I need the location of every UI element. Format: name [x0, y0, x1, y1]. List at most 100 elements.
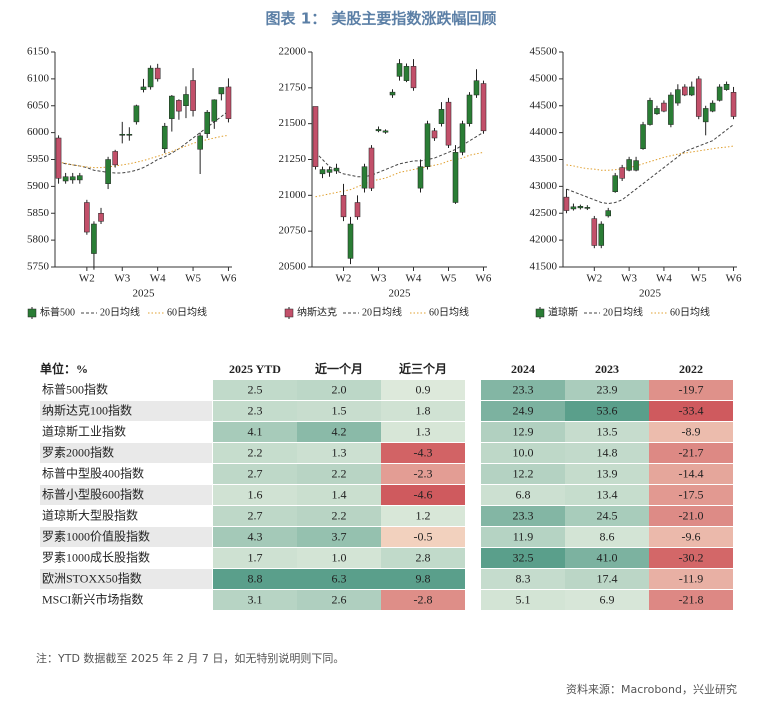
- y-tick-label: 20500: [279, 261, 307, 273]
- y-tick-label: 6050: [27, 99, 50, 111]
- candle-body: [147, 67, 154, 88]
- table-cell: [297, 422, 381, 442]
- moving-average-line: [58, 110, 229, 174]
- table-value: -30.2: [679, 550, 704, 564]
- candle-body: [112, 151, 118, 166]
- y-tick-label: 41500: [530, 261, 558, 273]
- candle-body: [204, 111, 211, 134]
- row-label: 欧洲STOXX50指数: [42, 570, 142, 585]
- candle-body: [197, 135, 203, 150]
- table-value: 3.1: [248, 592, 263, 606]
- candle-body: [55, 137, 62, 179]
- y-tick-label: 22000: [279, 46, 307, 58]
- table-header: 近三个月: [399, 361, 447, 376]
- row-label-bg: [40, 569, 212, 589]
- candle-body: [626, 159, 632, 171]
- table-cell: [381, 464, 465, 484]
- legend-label: 60日均线: [429, 305, 469, 318]
- table-cell: [213, 485, 297, 505]
- table-value: -14.4: [679, 466, 704, 480]
- row-label-bg: [40, 443, 212, 463]
- legend-label: 20日均线: [100, 305, 140, 318]
- legend-label: 道琼斯: [548, 305, 578, 318]
- y-tick-label: 44500: [530, 99, 558, 111]
- table-cell: [649, 422, 733, 442]
- table-value: -11.9: [679, 571, 704, 585]
- table-value: -9.6: [682, 529, 701, 543]
- table-value: 24.9: [513, 403, 534, 417]
- table-value: -4.6: [414, 487, 433, 501]
- row-label: 纳斯达克100指数: [42, 402, 132, 417]
- candle-body: [438, 109, 445, 124]
- table-value: 2.2: [248, 445, 263, 459]
- table-cell: [213, 590, 297, 610]
- candle-body: [612, 175, 618, 192]
- candle-body: [570, 206, 577, 210]
- candle-body: [382, 130, 389, 133]
- x-tick-label: W6: [726, 273, 742, 285]
- table-cell: [481, 548, 565, 568]
- moving-average-line: [566, 124, 734, 205]
- table-cell: [297, 464, 381, 484]
- table-value: 10.0: [513, 445, 534, 459]
- table-value: -19.7: [679, 382, 704, 396]
- candle-body: [396, 63, 403, 77]
- x-tick-label: W3: [371, 273, 387, 285]
- table-header: 近一个月: [315, 361, 363, 376]
- table-value: -17.5: [679, 487, 704, 501]
- table-cell: [649, 590, 733, 610]
- y-tick-label: 5750: [27, 261, 50, 273]
- candle-body: [647, 100, 653, 125]
- candle-body: [161, 125, 168, 150]
- x-axis-label: 2025: [639, 288, 662, 300]
- candle-body: [410, 66, 417, 89]
- candle-body: [466, 94, 473, 124]
- candle-body: [91, 223, 97, 254]
- row-label: 道琼斯大型股指数: [42, 507, 138, 522]
- candle-body: [605, 210, 611, 217]
- table-cell: [297, 485, 381, 505]
- table-cell: [649, 485, 733, 505]
- table-value: 2.3: [248, 403, 263, 417]
- x-tick-label: W2: [336, 273, 352, 285]
- table-value: -8.9: [682, 424, 701, 438]
- candle-body: [368, 147, 375, 189]
- candle-body: [563, 196, 570, 211]
- table-cell: [649, 506, 733, 526]
- table-cell: [481, 380, 565, 400]
- table-value: 9.8: [416, 571, 431, 585]
- y-tick-label: 43000: [530, 180, 558, 192]
- table-cell: [213, 548, 297, 568]
- table-value: 2.7: [248, 466, 263, 480]
- candle-body: [702, 108, 709, 123]
- table-cell: [481, 422, 565, 442]
- candle-body: [619, 167, 625, 179]
- table-cell: [213, 443, 297, 463]
- table-value: 6.9: [600, 592, 615, 606]
- table-cell: [565, 548, 649, 568]
- table-cell: [481, 401, 565, 421]
- candle-body: [225, 86, 232, 119]
- candle-body: [84, 202, 90, 233]
- table-cell: [381, 506, 465, 526]
- x-axis-label: 2025: [389, 288, 412, 300]
- candle-body: [354, 202, 361, 218]
- table-value: -21.8: [679, 592, 704, 606]
- y-tick-label: 6100: [27, 72, 50, 84]
- legend-label: 标普500: [40, 305, 75, 318]
- candle-body: [169, 95, 175, 119]
- table-cell: [565, 485, 649, 505]
- table-value: 8.6: [600, 529, 615, 543]
- table-cell: [381, 569, 465, 589]
- table-value: 1.3: [416, 424, 431, 438]
- table-cell: [649, 548, 733, 568]
- candle-body: [480, 83, 487, 132]
- table-value: 13.9: [597, 466, 618, 480]
- moving-average-line: [566, 145, 734, 171]
- table-value: 6.3: [332, 571, 347, 585]
- table-cell: [481, 527, 565, 547]
- table-header: 2023: [595, 362, 619, 376]
- table-cell: [565, 464, 649, 484]
- row-label: 标普小型股600指数: [42, 486, 144, 501]
- table-cell: [381, 443, 465, 463]
